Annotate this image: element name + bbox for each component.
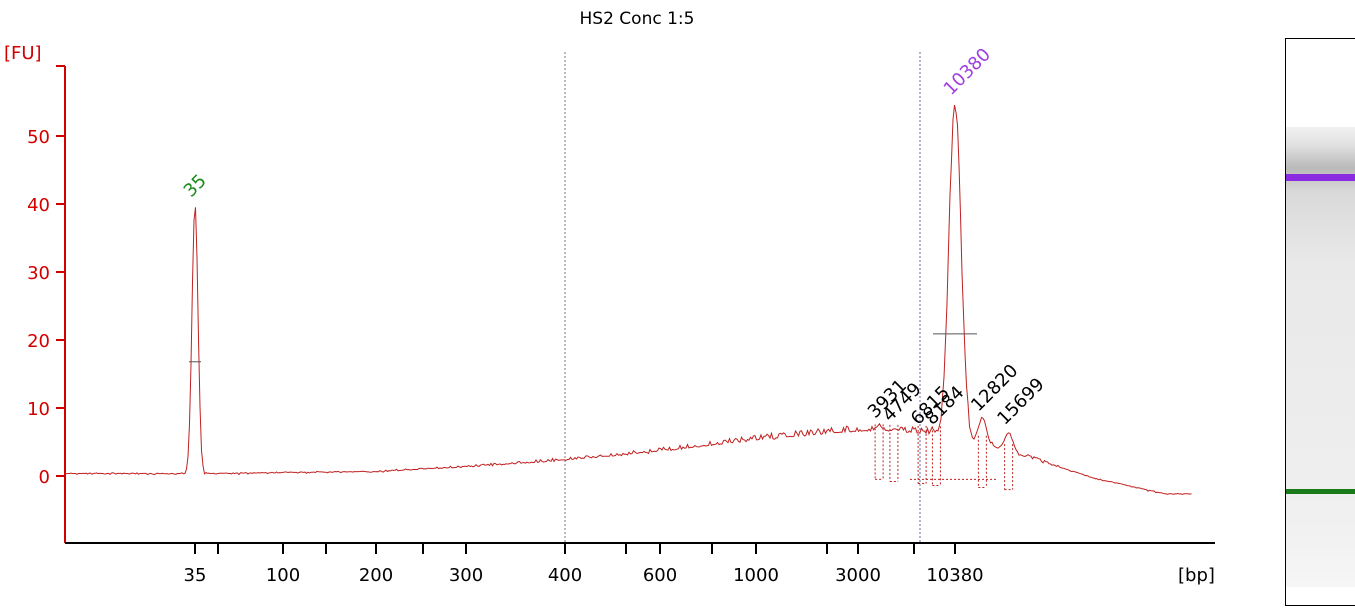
chart-title: HS2 Conc 1:5 — [580, 9, 695, 29]
y-tick-label-10: 10 — [27, 399, 50, 420]
x-tick-label-300: 300 — [449, 565, 483, 586]
gel-band-upper-marker — [1286, 174, 1355, 181]
y-tick-label-20: 20 — [27, 331, 50, 352]
x-tick-label-400: 400 — [548, 565, 582, 586]
x-tick-label-600: 600 — [643, 565, 677, 586]
peak-label-35: 35 — [180, 170, 211, 201]
electropherogram-chart: HS2 Conc 1:5 [FU] [bp] 0 10 20 30 40 50 35 100 2… — [4, 9, 1215, 586]
y-axis-label: [FU] — [4, 43, 42, 64]
gel-lane — [1286, 127, 1355, 587]
y-tick-label-0: 0 — [39, 467, 50, 488]
gel-band-lower-marker — [1286, 489, 1355, 494]
gel-image — [1285, 38, 1355, 606]
x-tick-label-35: 35 — [184, 565, 207, 586]
plot-layer: 0 10 20 30 40 50 35 100 200 300 400 600 1000 3000 1038… — [27, 44, 1215, 586]
y-tick-label-50: 50 — [27, 127, 50, 148]
x-tick-label-3000: 3000 — [835, 565, 881, 586]
x-axis-label: [bp] — [1178, 565, 1215, 586]
y-tick-label-40: 40 — [27, 195, 50, 216]
x-tick-label-10380: 10380 — [926, 565, 983, 586]
peak-label-10380: 10380 — [940, 44, 995, 99]
x-tick-label-200: 200 — [359, 565, 393, 586]
electropherogram-trace — [64, 105, 1192, 496]
x-tick-label-100: 100 — [266, 565, 300, 586]
x-tick-label-1000: 1000 — [733, 565, 779, 586]
y-tick-label-30: 30 — [27, 263, 50, 284]
